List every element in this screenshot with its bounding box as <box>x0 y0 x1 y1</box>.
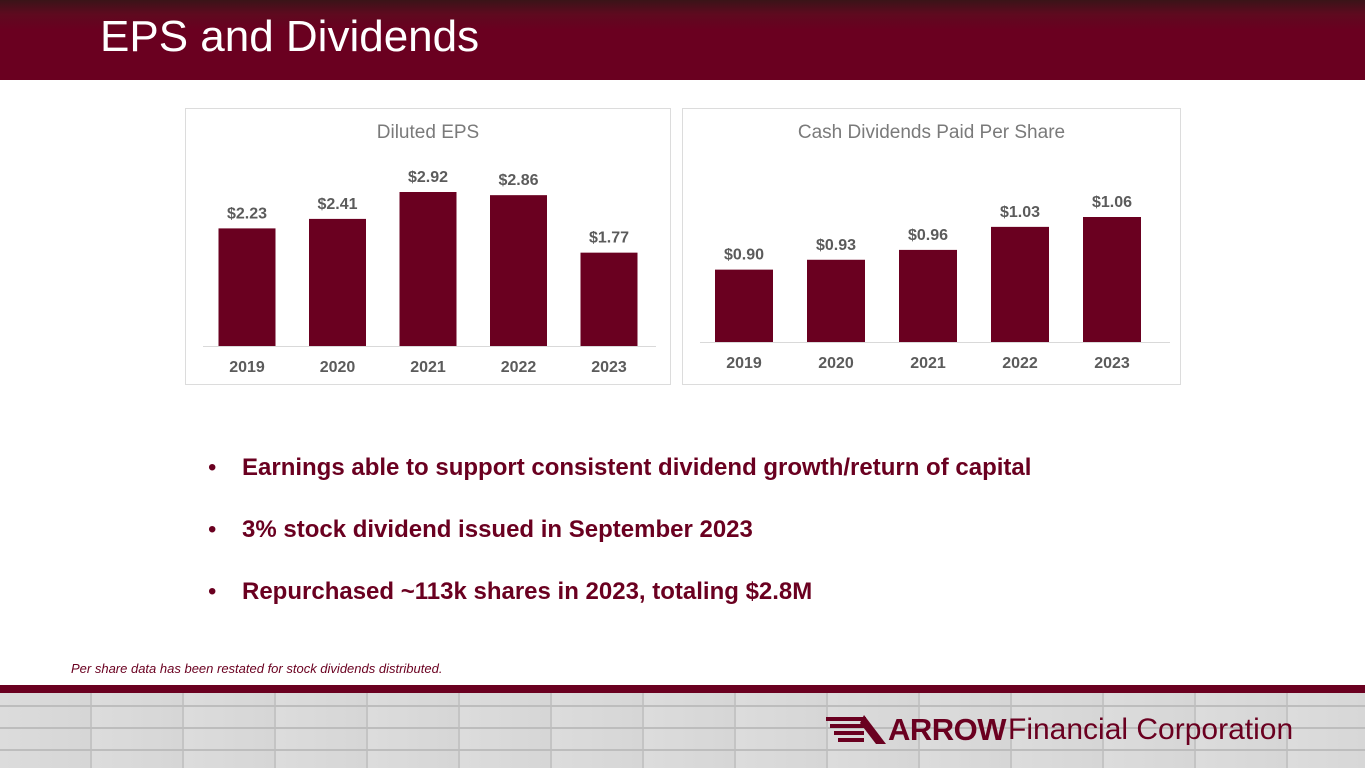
diluted-eps-chart-svg: Diluted EPS $2.23 2019 $2.41 2020 $2.92 2021 $2… <box>203 122 656 376</box>
dividend-data-label: $0.96 <box>908 227 948 244</box>
eps-x-tick-label: 2020 <box>320 359 356 376</box>
dividend-x-tick-label: 2019 <box>726 355 762 372</box>
eps-bar-2019 <box>218 228 276 346</box>
footer-brick-band <box>0 685 1365 768</box>
eps-bar-2021 <box>399 192 457 346</box>
cash-dividends-chart-svg: Cash Dividends Paid Per Share $0.90 2019 $0… <box>700 122 1170 372</box>
dividend-x-tick-label: 2020 <box>818 355 854 372</box>
logo-tagline: Financial Corporation <box>1008 713 1294 746</box>
dividend-x-tick-label: 2022 <box>1002 355 1038 372</box>
company-logo: ARROW Financial Corporation <box>826 712 1356 748</box>
dividend-bar-2019 <box>715 269 773 342</box>
dividend-x-tick-label: 2023 <box>1094 355 1130 372</box>
page-title: EPS and Dividends <box>100 12 480 61</box>
eps-data-label: $2.23 <box>227 205 267 222</box>
bullet-marker: • <box>208 516 217 543</box>
logo-brand: ARROW <box>888 712 1007 747</box>
eps-bar-2020 <box>309 218 366 346</box>
cash-dividends-chart: Cash Dividends Paid Per Share $0.90 2019 $0… <box>682 108 1181 385</box>
bullet-marker: • <box>208 578 217 605</box>
bullet-item: • Earnings able to support consistent div… <box>208 454 1031 516</box>
eps-data-label: $1.77 <box>589 230 629 247</box>
eps-data-label: $2.41 <box>317 196 357 213</box>
bullet-text: Repurchased ~113k shares in 2023, totali… <box>242 578 813 605</box>
arrow-logo-icon <box>826 715 886 744</box>
dividend-bar-2022 <box>991 226 1049 342</box>
diluted-eps-chart: Diluted EPS $2.23 2019 $2.41 2020 $2.92 2021 $2… <box>185 108 671 385</box>
bullet-item: • Repurchased ~113k shares in 2023, total… <box>208 578 1031 640</box>
bullet-marker: • <box>208 454 217 481</box>
eps-data-label: $2.86 <box>498 172 538 189</box>
eps-x-tick-label: 2022 <box>501 359 537 376</box>
bullet-text: Earnings able to support consistent divi… <box>242 454 1032 481</box>
bullet-list: • Earnings able to support consistent div… <box>208 454 1031 640</box>
dividend-bar-2023 <box>1083 217 1141 342</box>
chart-title: Diluted EPS <box>377 122 479 143</box>
dividend-data-label: $0.93 <box>816 237 856 254</box>
eps-x-tick-label: 2023 <box>591 359 627 376</box>
header-bar: EPS and Dividends <box>0 0 1365 80</box>
dividend-x-tick-label: 2021 <box>910 355 946 372</box>
dividend-bar-2020 <box>807 259 865 342</box>
eps-x-tick-label: 2021 <box>410 359 446 376</box>
dividend-data-label: $1.06 <box>1092 194 1132 211</box>
dividend-data-label: $0.90 <box>724 247 764 264</box>
footnote: Per share data has been restated for sto… <box>71 661 443 676</box>
eps-bar-2022 <box>490 195 547 346</box>
eps-data-label: $2.92 <box>408 169 448 186</box>
chart-title: Cash Dividends Paid Per Share <box>798 122 1065 143</box>
eps-x-tick-label: 2019 <box>229 359 265 376</box>
eps-bar-2023 <box>580 252 638 346</box>
dividend-bar-2021 <box>899 249 957 342</box>
dividend-data-label: $1.03 <box>1000 204 1040 221</box>
bullet-text: 3% stock dividend issued in September 20… <box>242 516 753 543</box>
bullet-item: • 3% stock dividend issued in September 2… <box>208 516 1031 578</box>
